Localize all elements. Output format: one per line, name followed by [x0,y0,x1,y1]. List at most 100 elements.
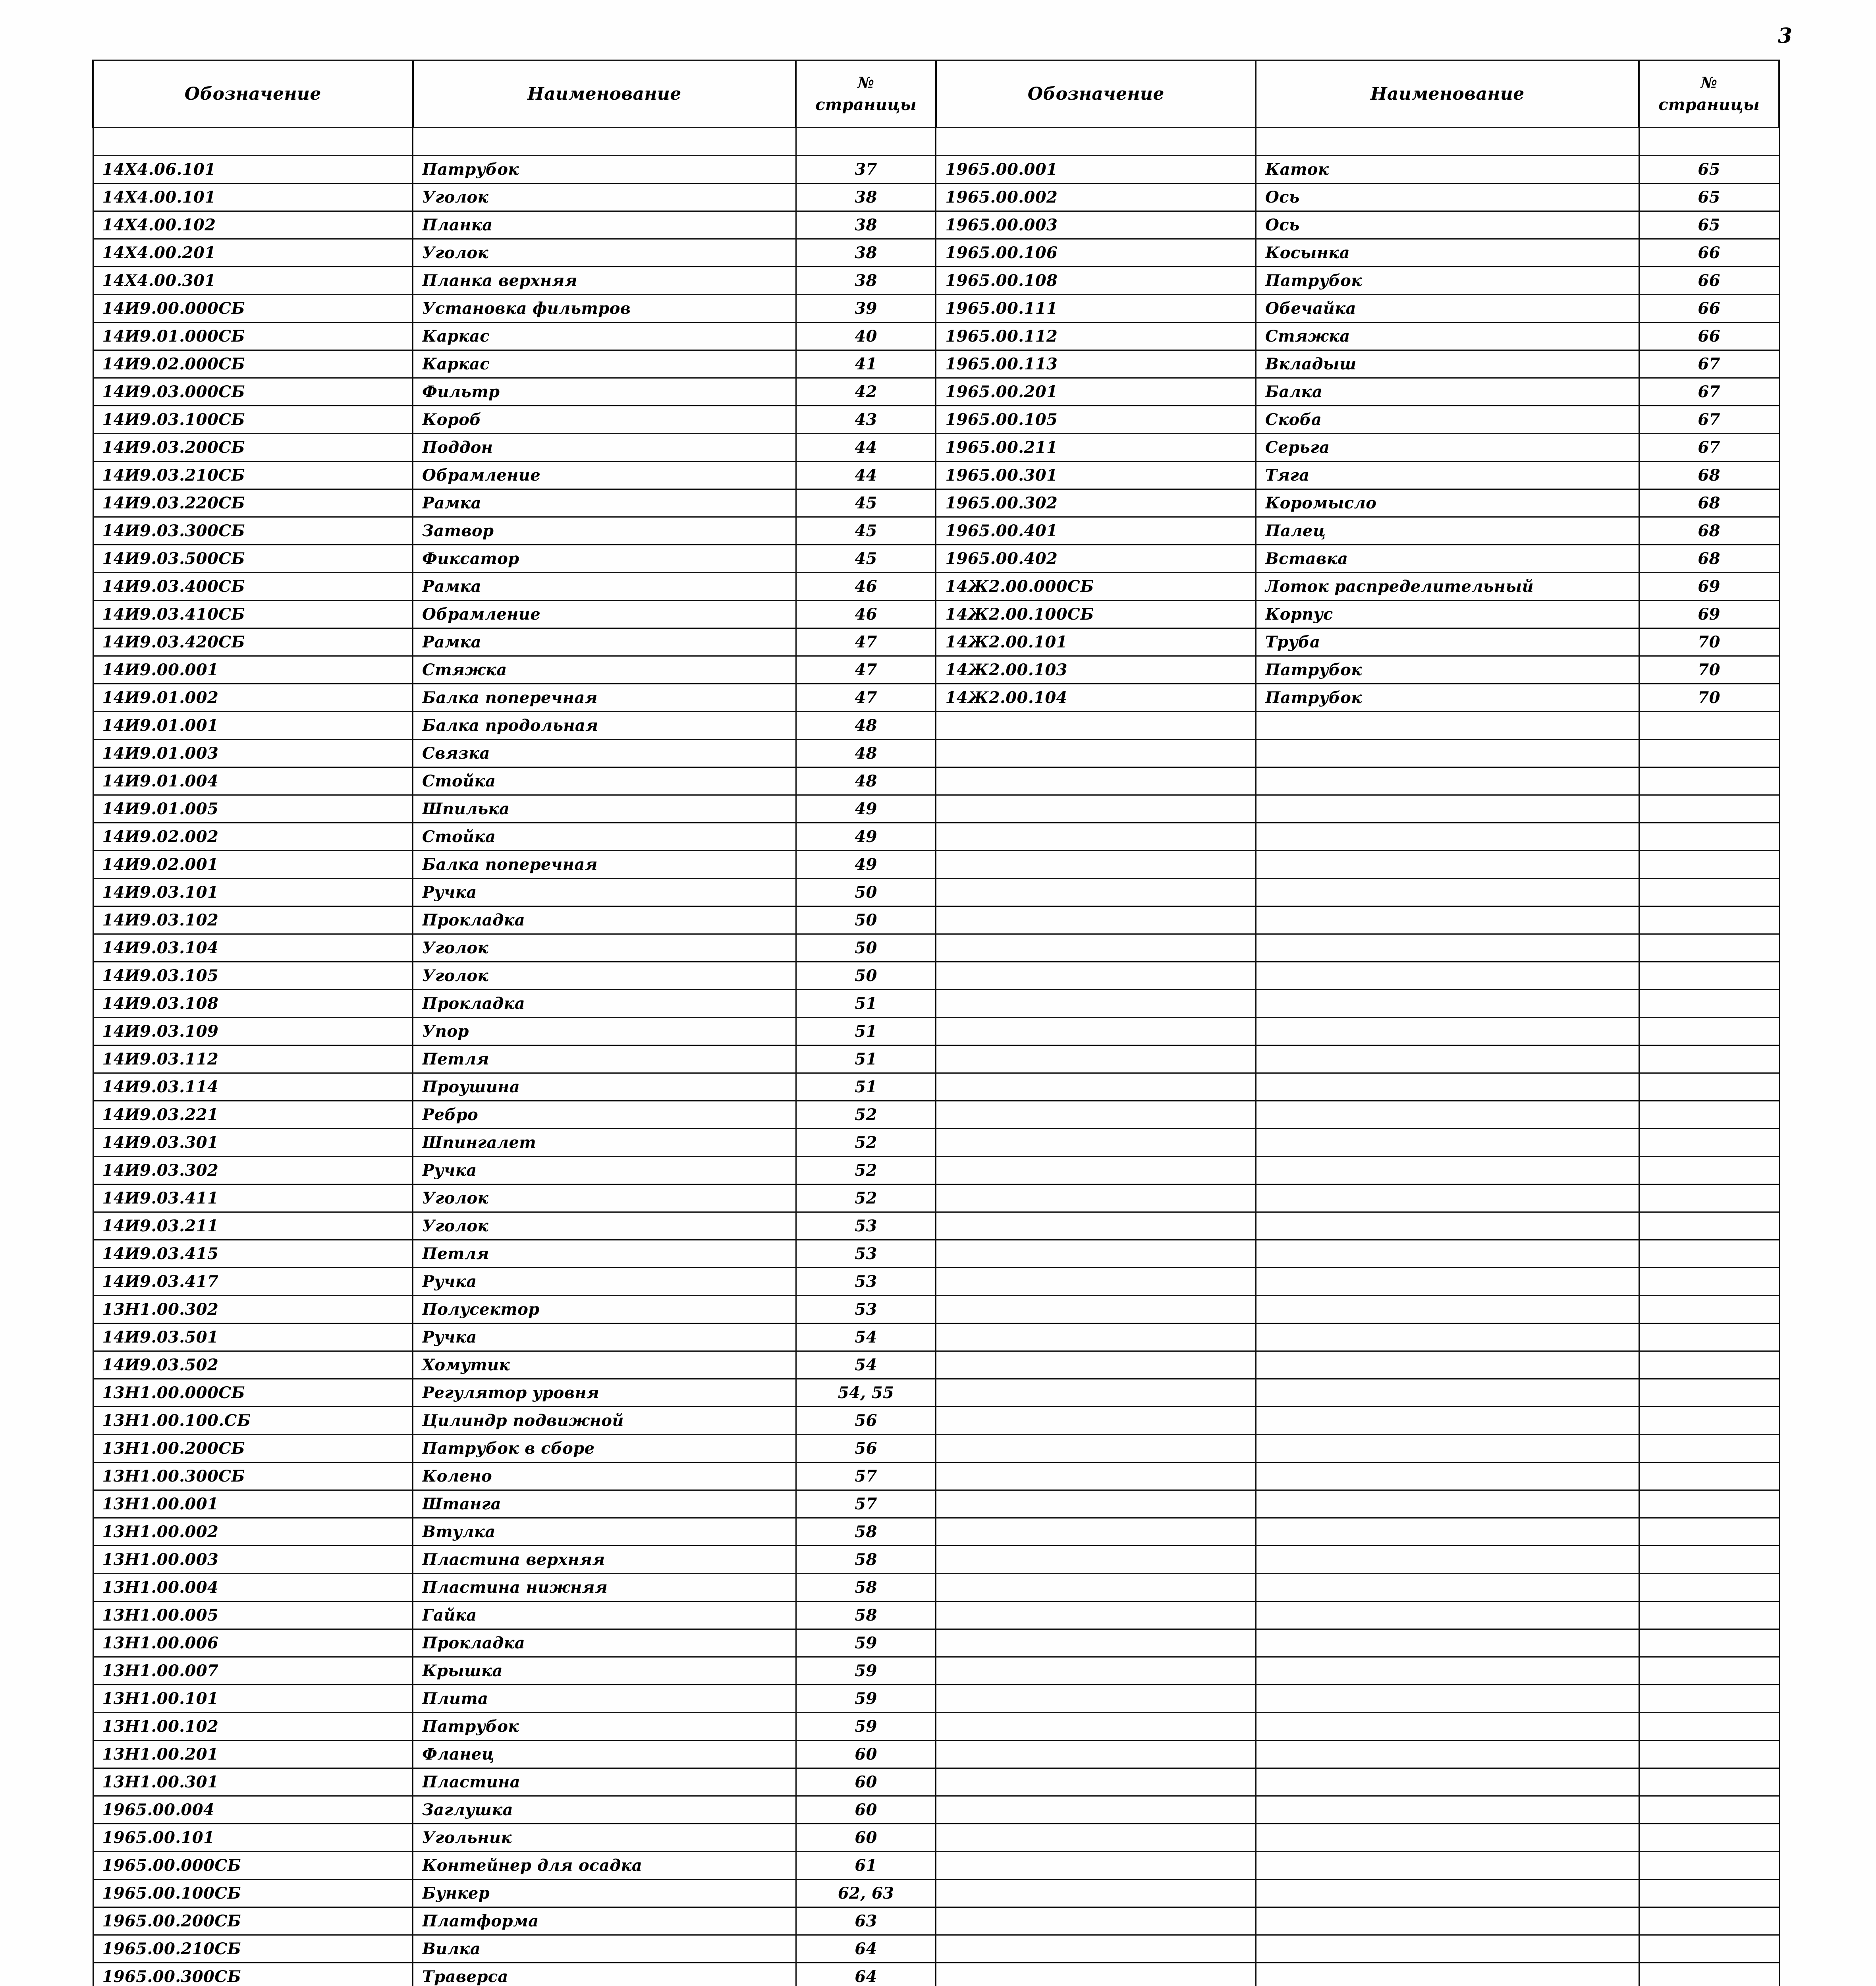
cell-page-left: 49 [795,794,937,823]
cell-name-right [1255,1378,1640,1407]
cell-name-left: Рамка [412,628,797,657]
cell-page-right [1638,767,1780,796]
cell-designation-right [935,1573,1256,1602]
cell-name-left: Прокладка [412,1629,797,1658]
cell-name-right: Стяжка [1255,322,1640,351]
table-row: 14И9.02.002 Стойка 49 [92,822,1780,851]
spacer-cell [795,127,937,156]
table-row: 1965.00.000СБ Контейнер для осадка 61 [92,1851,1780,1880]
table-row: 14Х4.06.101 Патрубок 37 1965.00.001 Каток 65 [92,155,1780,184]
cell-page-left: 41 [795,350,937,379]
header-name-left: Наименование [412,60,797,128]
cell-designation-left: 14И9.03.000СБ [92,377,413,406]
cell-designation-right [935,1517,1256,1546]
cell-name-left: Пластина [412,1768,797,1797]
cell-name-right [1255,1323,1640,1352]
cell-page-right [1638,1712,1780,1741]
cell-designation-right [935,1795,1256,1824]
cell-designation-left: 14И9.03.211 [92,1211,413,1240]
cell-page-right [1638,961,1780,990]
cell-page-left: 44 [795,433,937,462]
cell-page-right [1638,1573,1780,1602]
table-row: 14И9.03.501 Ручка 54 [92,1323,1780,1352]
cell-name-left: Поддон [412,433,797,462]
table-row: 14И9.01.002 Балка поперечная 47 14Ж2.00.104… [92,683,1780,712]
cell-name-right [1255,933,1640,962]
cell-page-left: 49 [795,822,937,851]
cell-page-right [1638,1295,1780,1324]
cell-page-right [1638,1072,1780,1101]
cell-name-left: Балка продольная [412,711,797,740]
cell-designation-right [935,1350,1256,1379]
cell-page-left: 57 [795,1462,937,1491]
cell-name-right: Каток [1255,155,1640,184]
table-row: 14И9.03.102 Прокладка 50 [92,906,1780,935]
cell-name-right [1255,1684,1640,1713]
cell-page-left: 38 [795,183,937,212]
cell-name-left: Контейнер для осадка [412,1851,797,1880]
cell-name-left: Проушина [412,1072,797,1101]
cell-page-right: 70 [1638,655,1780,684]
cell-designation-left: 13Н1.00.201 [92,1740,413,1769]
cell-page-left: 48 [795,711,937,740]
cell-page-right [1638,739,1780,768]
cell-page-right: 68 [1638,516,1780,545]
cell-name-left: Шпингалет [412,1128,797,1157]
cell-designation-right [935,1656,1256,1685]
cell-page-left: 43 [795,405,937,434]
cell-page-right [1638,1211,1780,1240]
table-row: 14И9.03.300СБ Затвор 45 1965.00.401 Палец 68 [92,516,1780,545]
cell-page-right: 65 [1638,211,1780,240]
cell-name-left: Прокладка [412,906,797,935]
cell-designation-right [935,1879,1256,1908]
table-row: 14И9.03.200СБ Поддон 44 1965.00.211 Серьга 67 [92,433,1780,462]
cell-page-left: 45 [795,489,937,518]
cell-designation-right [935,1434,1256,1463]
table-row: 14Х4.00.201 Уголок 38 1965.00.106 Косынка 66 [92,238,1780,267]
table-row: 14Х4.00.301 Планка верхняя 38 1965.00.108 Па… [92,266,1780,295]
cell-name-right [1255,989,1640,1018]
table-row: 13Н1.00.001 Штанга 57 [92,1490,1780,1518]
table-row: 14И9.01.004 Стойка 48 [92,767,1780,796]
cell-designation-left: 14И9.03.100СБ [92,405,413,434]
cell-designation-right [935,1684,1256,1713]
cell-designation-right: 1965.00.111 [935,294,1256,323]
cell-designation-left: 1965.00.000СБ [92,1851,413,1880]
cell-designation-right [935,1545,1256,1574]
cell-page-left: 50 [795,961,937,990]
cell-name-left: Регулятор уровня [412,1378,797,1407]
cell-page-left: 44 [795,461,937,490]
cell-name-left: Фиксатор [412,544,797,573]
cell-name-left: Плита [412,1684,797,1713]
table-row: 13Н1.00.200СБ Патрубок в сборе 56 [92,1434,1780,1463]
table-row: 14И9.03.502 Хомутик 54 [92,1350,1780,1379]
cell-page-left: 64 [795,1934,937,1963]
cell-designation-left: 14И9.03.104 [92,933,413,962]
cell-name-left: Ручка [412,1323,797,1352]
table-row: 13Н1.00.004 Пластина нижняя 58 [92,1573,1780,1602]
cell-designation-right [935,1267,1256,1296]
cell-designation-right [935,822,1256,851]
cell-name-right: Патрубок [1255,655,1640,684]
table-row: 13Н1.00.302 Полусектор 53 [92,1295,1780,1324]
cell-page-right [1638,1239,1780,1268]
cell-name-left: Каркас [412,322,797,351]
cell-page-right [1638,906,1780,935]
cell-page-left: 60 [795,1740,937,1769]
cell-designation-right [935,711,1256,740]
cell-designation-right [935,1211,1256,1240]
cell-page-left: 49 [795,850,937,879]
cell-page-left: 60 [795,1823,937,1852]
cell-name-left: Обрамление [412,600,797,629]
table-row: 1965.00.210СБ Вилка 64 [92,1934,1780,1963]
cell-name-right: Вкладыш [1255,350,1640,379]
cell-name-left: Цилиндр подвижной [412,1406,797,1435]
cell-name-left: Короб [412,405,797,434]
cell-page-left: 53 [795,1267,937,1296]
cell-designation-left: 13Н1.00.001 [92,1490,413,1518]
cell-name-left: Пластина нижняя [412,1573,797,1602]
cell-designation-left: 13Н1.00.003 [92,1545,413,1574]
cell-name-right [1255,1211,1640,1240]
cell-page-left: 63 [795,1907,937,1936]
cell-page-left: 58 [795,1573,937,1602]
